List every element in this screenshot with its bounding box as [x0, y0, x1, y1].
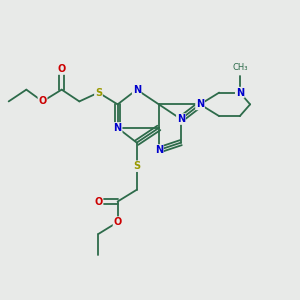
Text: O: O: [38, 96, 47, 106]
Text: N: N: [177, 114, 185, 124]
Text: N: N: [155, 145, 163, 155]
Text: N: N: [196, 99, 204, 110]
Text: N: N: [133, 85, 141, 94]
Text: S: S: [133, 161, 140, 171]
Text: S: S: [95, 88, 102, 98]
Text: O: O: [113, 217, 122, 227]
Text: N: N: [236, 88, 244, 98]
Text: O: O: [94, 196, 103, 206]
Text: N: N: [113, 123, 122, 133]
Text: O: O: [58, 64, 66, 74]
Text: CH₃: CH₃: [232, 63, 248, 72]
